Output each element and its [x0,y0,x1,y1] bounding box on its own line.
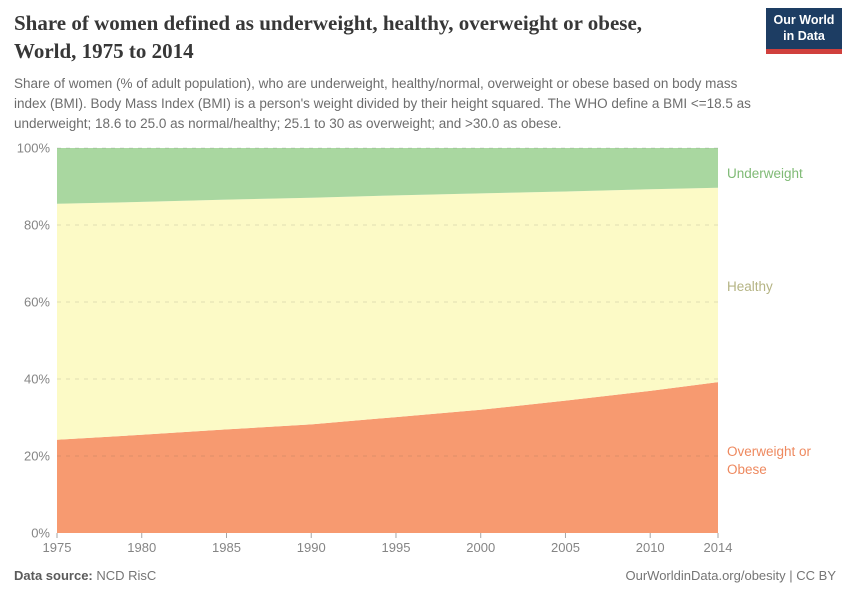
series-label-underweight: Underweight [727,166,803,181]
title-line-2: World, 1975 to 2014 [14,38,194,63]
chart-canvas[interactable]: 0% 20% 40% 60% 80% 100% 1975 1980 1985 1990 1995 20… [0,140,850,560]
area-healthy[interactable] [57,187,718,440]
x-axis-tick-label: 2014 [704,540,733,555]
owid-logo-line-1: Our World [773,12,835,27]
y-axis-tick-label: 100% [17,141,51,156]
x-axis-tick-label: 1975 [43,540,72,555]
title-line-1: Share of women defined as underweight, h… [14,11,643,35]
owid-logo-line-2: in Data [783,28,825,43]
subtitle-line-1: Share of women (% of adult population), … [14,76,738,92]
area-overweight-or-obese[interactable] [57,382,718,533]
credit-link[interactable]: OurWorldinData.org/obesity | CC BY [625,568,837,583]
x-axis-tick-label: 2010 [636,540,665,555]
x-axis-tick-label: 1980 [127,540,156,555]
data-source-value: NCD RisC [92,568,157,583]
x-axis-tick-label: 2005 [551,540,580,555]
y-axis-tick-label: 20% [24,449,50,464]
series-label-healthy: Healthy [727,279,773,294]
series-label-overweight-or-obese: Overweight or Obese [727,444,812,477]
owid-logo[interactable]: Our World in Data [766,8,842,54]
x-axis-tick-label: 1985 [212,540,241,555]
x-axis-tick-label: 1990 [297,540,326,555]
subtitle-line-2: index (BMI). Body Mass Index (BMI) is a … [14,96,751,112]
stacked-area-chart: 0% 20% 40% 60% 80% 100% 1975 1980 1985 1990 1995 20… [0,140,850,560]
x-axis-tick-label: 2000 [466,540,495,555]
y-axis-tick-label: 0% [31,526,50,541]
y-axis-tick-label: 80% [24,218,50,233]
y-axis-tick-label: 40% [24,372,50,387]
y-axis-tick-label: 60% [24,295,50,310]
data-source-label: Data source: [14,568,93,583]
data-source: Data source: NCD RisC [14,568,156,583]
chart-footer: Data source: NCD RisC OurWorldinData.org… [14,568,836,583]
area-underweight[interactable] [57,148,718,204]
subtitle-line-3: underweight; 18.6 to 25.0 as normal/heal… [14,116,562,132]
page-title: Share of women defined as underweight, h… [14,10,759,65]
chart-subtitle: Share of women (% of adult population), … [14,74,836,134]
x-axis-tick-label: 1995 [382,540,411,555]
chart-header: Share of women defined as underweight, h… [14,8,842,134]
